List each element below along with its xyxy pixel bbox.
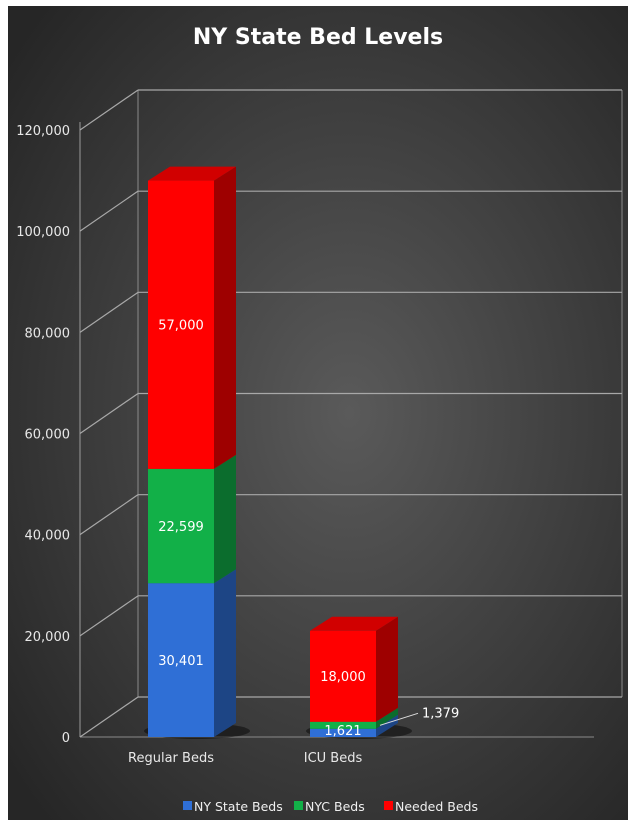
gridline-diag-6 [79, 89, 139, 131]
legend-item: NY State Beds [183, 799, 283, 814]
bars: 30,401 22,599 57,000 1,621 1,379 18,000 [144, 166, 459, 739]
bar-side [214, 166, 236, 469]
data-label: 1,379 [422, 706, 459, 721]
chart-title: NY State Bed Levels [193, 25, 443, 50]
x-tick-label: ICU Beds [304, 751, 363, 766]
data-label: 30,401 [158, 654, 204, 669]
bar-segment-needed-beds-0 [148, 166, 236, 469]
x-axis: Regular Beds ICU Beds [128, 751, 362, 766]
bar-side [214, 569, 236, 737]
y-tick-label: 100,000 [16, 225, 70, 240]
y-tick-label: 20,000 [25, 630, 71, 645]
legend-swatch [384, 801, 393, 810]
gridline-diag-5 [79, 190, 139, 232]
y-tick-label: 60,000 [25, 428, 71, 443]
y-tick-label: 80,000 [25, 326, 71, 341]
bar [148, 583, 214, 737]
legend: NY State Beds NYC Beds Needed Beds [183, 799, 478, 814]
gridline-diag-4 [79, 291, 139, 333]
bar-top [310, 616, 398, 631]
bar [310, 721, 376, 729]
data-label: 22,599 [158, 520, 204, 535]
bar-side [376, 714, 398, 737]
bar-side [376, 616, 398, 722]
legend-item: NYC Beds [294, 799, 365, 814]
bar [310, 630, 376, 722]
bar-top [148, 166, 236, 181]
legend-label: NY State Beds [194, 799, 283, 814]
legend-label: Needed Beds [395, 799, 478, 814]
gridline-diag-2 [79, 494, 139, 536]
gridline-diag-0 [79, 696, 139, 738]
bar-segment-nyc-beds-0 [148, 454, 236, 584]
bar [310, 728, 376, 737]
data-label: 18,000 [320, 670, 366, 685]
bar-side [214, 454, 236, 584]
legend-swatch [294, 801, 303, 810]
y-tick-label: 120,000 [16, 124, 70, 139]
data-label: 57,000 [158, 319, 204, 334]
legend-swatch [183, 801, 192, 810]
x-tick-label: Regular Beds [128, 751, 214, 766]
y-tick-label: 40,000 [25, 529, 71, 544]
gridline-diag-1 [79, 595, 139, 637]
data-label-leader [379, 712, 419, 726]
bar-side [376, 707, 398, 729]
y-axis: 0 20,000 40,000 60,000 80,000 100,000 120,000 [16, 124, 70, 746]
bar-segment-needed-beds-1 [310, 616, 398, 722]
legend-label: NYC Beds [305, 799, 365, 814]
bar-segment-ny-state-beds-0 [148, 569, 236, 737]
gridline-diag-3 [79, 393, 139, 434]
bar [148, 468, 214, 584]
legend-item: Needed Beds [384, 799, 478, 814]
bar [148, 180, 214, 469]
y-tick-label: 0 [62, 731, 70, 746]
data-label: 1,621 [324, 724, 361, 739]
